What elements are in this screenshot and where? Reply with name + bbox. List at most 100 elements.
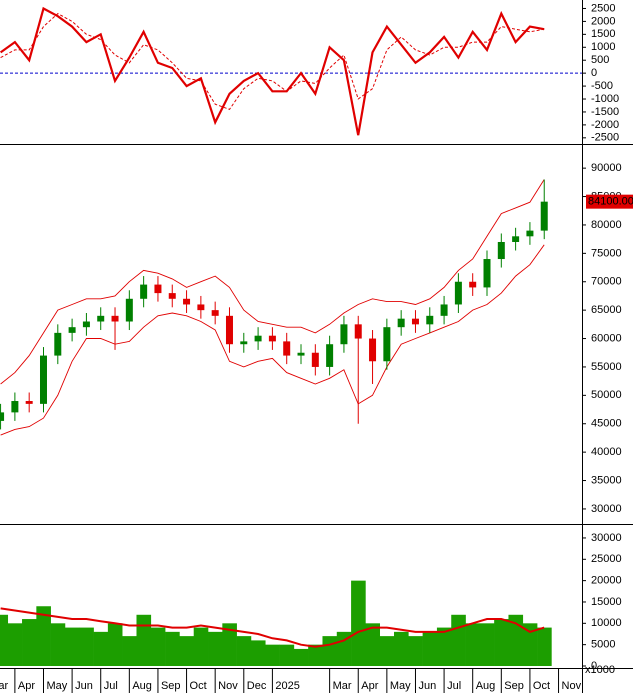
volume-bar <box>508 614 524 666</box>
unit-label: x1000 <box>585 664 615 676</box>
volume-bar <box>79 627 94 666</box>
candle-body <box>411 318 419 325</box>
y-tick-label: 2000 <box>591 15 615 27</box>
candle-body <box>483 259 491 288</box>
x-tick-label: Oct <box>190 680 207 692</box>
volume-bar <box>422 631 438 666</box>
x-tick-label: May <box>390 680 411 692</box>
y-tick-label: 70000 <box>591 276 622 288</box>
volume-bar <box>394 631 409 666</box>
candle-body <box>340 324 348 345</box>
x-tick-label: Nov <box>562 680 582 692</box>
oscillator-line <box>0 6 545 136</box>
candle-body <box>111 315 119 322</box>
volume-bar <box>365 623 381 666</box>
y-tick-label: 20000 <box>591 575 622 587</box>
x-tick-label: Oct <box>533 680 550 692</box>
candle-body <box>311 352 319 367</box>
volume-bar <box>436 627 452 666</box>
x-tick-label: Jul <box>447 680 461 692</box>
y-tick-label: 75000 <box>591 247 622 259</box>
y-tick-label: 5000 <box>591 639 615 651</box>
x-tick-label: Apr <box>18 680 35 692</box>
volume-bar <box>465 623 481 666</box>
y-tick-label: 65000 <box>591 304 622 316</box>
volume-bar <box>0 614 9 666</box>
volume-bar <box>179 636 195 666</box>
volume-bar <box>537 627 552 666</box>
y-tick-label: 1000 <box>591 41 615 53</box>
candle-body <box>369 338 377 362</box>
y-tick-label: -1000 <box>591 93 619 105</box>
candle-body <box>82 321 90 328</box>
y-tick-label: 35000 <box>591 474 622 486</box>
volume-bar <box>250 640 266 666</box>
candle-body <box>326 344 334 367</box>
signal-line <box>0 12 545 111</box>
candle-body <box>469 281 477 288</box>
volume-bar <box>22 619 37 666</box>
candle-body <box>68 327 76 333</box>
volume-bar <box>322 636 338 666</box>
y-tick-label: 30000 <box>591 503 622 515</box>
y-tick-label: 60000 <box>591 332 622 344</box>
candle-body <box>25 401 33 404</box>
candle-body <box>440 304 448 316</box>
x-tick-label: 2025 <box>275 680 299 692</box>
lower-band <box>0 244 545 436</box>
y-tick-label: 15000 <box>591 596 622 608</box>
volume-bar <box>479 623 495 666</box>
volume-bar <box>279 644 295 666</box>
volume-bar <box>193 627 209 666</box>
candle-body <box>11 401 19 413</box>
volume-bar <box>451 614 466 666</box>
x-tick-label: Sep <box>161 680 181 692</box>
candle-body <box>240 341 248 345</box>
candle-body <box>197 304 205 311</box>
candle-body <box>426 315 434 325</box>
volume-bar <box>36 606 51 666</box>
candle-body <box>283 341 291 356</box>
x-tick-label: Jun <box>418 680 436 692</box>
y-tick-label: 2500 <box>591 2 615 14</box>
candle-body <box>39 355 47 404</box>
volume-bar <box>236 636 252 666</box>
candle-body <box>168 293 176 299</box>
candle-body <box>354 324 362 339</box>
x-tick-label: Mar <box>333 680 352 692</box>
volume-bar <box>150 627 166 666</box>
candle-body <box>254 335 262 342</box>
candle-body <box>526 230 534 237</box>
volume-bar <box>136 614 152 666</box>
x-tick-label: Jul <box>104 680 118 692</box>
volume-bar <box>7 623 23 666</box>
volume-bar <box>222 623 237 666</box>
volume-bar <box>64 627 80 666</box>
volume-bar <box>107 623 123 666</box>
y-tick-label: 1500 <box>591 28 615 40</box>
volume-bar <box>522 623 538 666</box>
candle-body <box>125 298 133 322</box>
candle-body <box>540 201 548 231</box>
volume-bar <box>293 648 309 666</box>
y-tick-label: 55000 <box>591 361 622 373</box>
plot-area <box>0 580 552 666</box>
volume-bar <box>351 580 366 666</box>
x-tick-label: Aug <box>132 680 152 692</box>
candle-body <box>211 310 219 316</box>
y-tick-label: 45000 <box>591 418 622 430</box>
y-tick-label: 90000 <box>591 162 622 174</box>
volume-bar <box>122 636 137 666</box>
volume-bar <box>208 631 223 666</box>
y-tick-label: 50000 <box>591 389 622 401</box>
candle-body <box>454 281 462 305</box>
volume-bar <box>93 631 109 666</box>
volume-bar <box>336 631 352 666</box>
candle-body <box>297 352 305 356</box>
volume-bar <box>308 644 323 666</box>
last-price-box <box>586 194 633 209</box>
candle-body <box>154 284 162 294</box>
y-tick-label: -1500 <box>591 106 619 118</box>
y-tick-label: 10000 <box>591 617 622 629</box>
